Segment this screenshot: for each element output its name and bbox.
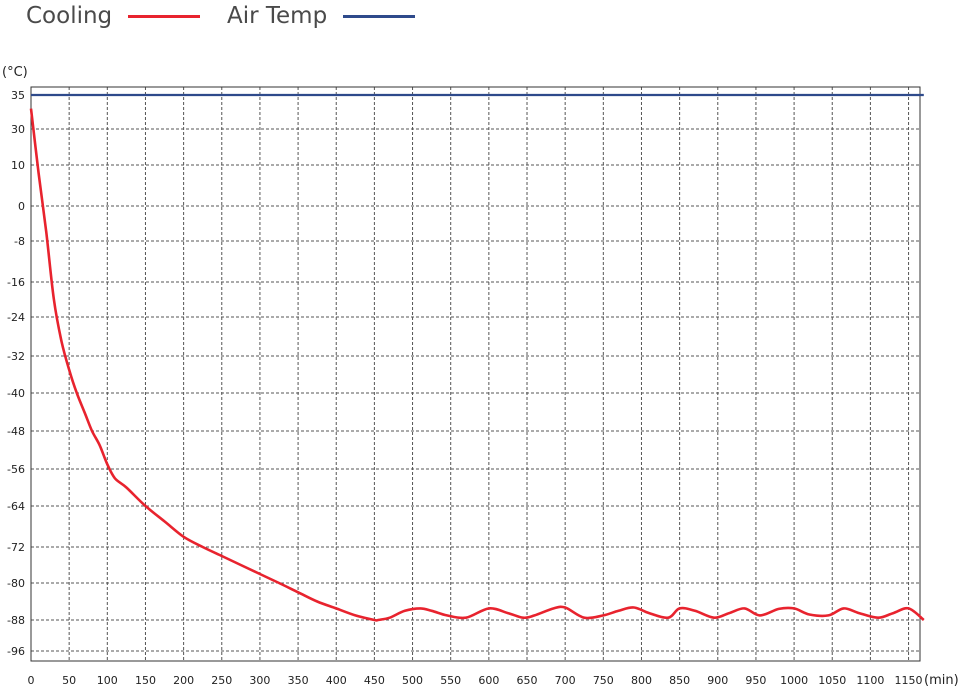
x-tick-label: 150 (135, 674, 156, 687)
y-tick-label: -48 (7, 425, 25, 438)
x-tick-label: 450 (364, 674, 385, 687)
x-tick-label: 100 (97, 674, 118, 687)
x-tick-label: 800 (631, 674, 652, 687)
y-tick-label: 30 (11, 123, 25, 136)
x-tick-label: 1000 (780, 674, 808, 687)
y-tick-label: -64 (7, 500, 25, 513)
y-tick-label: -8 (14, 235, 25, 248)
y-tick-label: 10 (11, 159, 25, 172)
x-tick-label: 0 (28, 674, 35, 687)
legend-swatch-air-temp (343, 14, 416, 18)
axes (30, 86, 921, 662)
x-tick-label: 550 (440, 674, 461, 687)
x-tick-label: 200 (173, 674, 194, 687)
legend-swatch-cooling (128, 14, 201, 18)
x-tick-label: 850 (669, 674, 690, 687)
x-tick-label: 50 (62, 674, 76, 687)
x-tick-label: 600 (478, 674, 499, 687)
y-axis-label: (°C) (2, 65, 28, 80)
legend-item-cooling: Cooling (26, 0, 201, 32)
y-tick-label: -16 (7, 276, 25, 289)
y-tick-label: -24 (7, 311, 25, 324)
x-tick-label: 650 (517, 674, 538, 687)
x-tick-label: 900 (707, 674, 728, 687)
x-tick-label: 500 (402, 674, 423, 687)
y-tick-label: 0 (18, 200, 25, 213)
legend-label-air-temp: Air Temp (227, 3, 328, 29)
x-tick-label: 950 (745, 674, 766, 687)
x-tick-label: 1150 (895, 674, 923, 687)
x-tick-label: 700 (555, 674, 576, 687)
y-tick-label: -96 (7, 645, 25, 658)
y-tick-label: 35 (11, 89, 25, 102)
y-tick-labels: 35 30 10 0 -8 -16 -24 -32 -40 -48 -56 -64 -72 -80 -88 -… (7, 89, 25, 658)
legend-label-cooling: Cooling (26, 3, 113, 29)
x-tick-labels: 0 50 100 150 200 250 300 350 400 450 500 550 600 650 7… (28, 674, 923, 687)
legend: Cooling Air Temp (0, 0, 965, 36)
y-tick-label: -32 (7, 350, 25, 363)
x-axis-label: (min) (924, 673, 959, 688)
y-tick-label: -72 (7, 541, 25, 554)
legend-item-air-temp: Air Temp (227, 0, 416, 32)
plot-frame (30, 86, 921, 662)
x-tick-label: 300 (249, 674, 270, 687)
x-tick-label: 1100 (856, 674, 884, 687)
x-tick-label: 350 (288, 674, 309, 687)
y-tick-label: -88 (7, 614, 25, 627)
series-line-cooling (29, 108, 925, 622)
x-tick-label: 400 (326, 674, 347, 687)
x-tick-label: 750 (593, 674, 614, 687)
y-tick-label: -40 (7, 387, 25, 400)
y-tick-label: -80 (7, 577, 25, 590)
y-tick-label: -56 (7, 463, 25, 476)
series-lines (29, 93, 925, 622)
x-tick-label: 250 (211, 674, 232, 687)
x-tick-label: 1050 (818, 674, 846, 687)
grid-lines (31, 87, 920, 661)
